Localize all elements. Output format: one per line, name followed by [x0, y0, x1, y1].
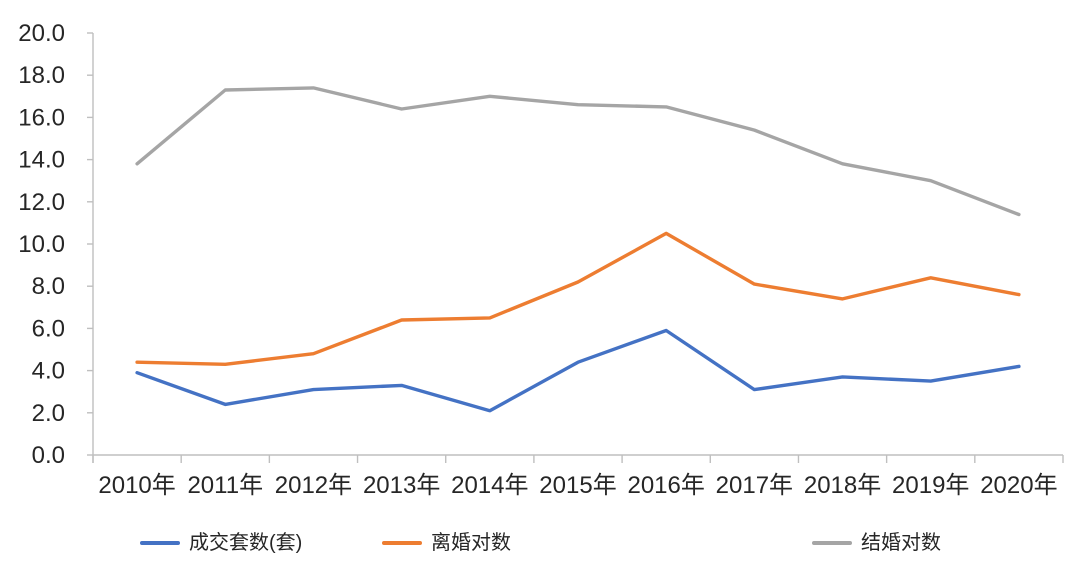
- axes: [87, 32, 1064, 463]
- legend-item-divorces: 离婚对数: [382, 529, 511, 557]
- svg-text:2016年: 2016年: [627, 472, 704, 499]
- svg-text:18.0: 18.0: [18, 62, 65, 89]
- svg-text:2014年: 2014年: [451, 472, 528, 499]
- svg-text:2018年: 2018年: [804, 472, 881, 499]
- svg-text:2019年: 2019年: [892, 472, 969, 499]
- svg-text:16.0: 16.0: [18, 104, 65, 131]
- legend-line-swatch-orange: [382, 541, 422, 545]
- svg-text:0.0: 0.0: [32, 442, 65, 469]
- legend-line-swatch-blue: [140, 541, 180, 545]
- legend-label-deals: 成交套数(套): [189, 532, 303, 554]
- svg-text:2013年: 2013年: [363, 472, 440, 499]
- legend-label-marriages: 结婚对数: [861, 532, 941, 554]
- svg-text:2015年: 2015年: [539, 472, 616, 499]
- series-line-0: [135, 328, 1021, 413]
- series-line-1: [135, 231, 1021, 366]
- svg-text:2012年: 2012年: [275, 472, 352, 499]
- svg-text:10.0: 10.0: [18, 231, 65, 258]
- svg-text:20.0: 20.0: [18, 20, 65, 47]
- svg-text:2.0: 2.0: [32, 400, 65, 427]
- svg-text:12.0: 12.0: [18, 189, 65, 216]
- y-axis-labels: 0.0 2.0 4.0 6.0 8.0 10.0 12.0 14.0 16.0 18.0 20.0: [18, 20, 65, 469]
- svg-text:6.0: 6.0: [32, 315, 65, 342]
- x-axis-labels: 2010年 2011年 2012年 2013年 2014年 2015年 2016年 2017年…: [98, 472, 1057, 499]
- legend-item-marriages: 结婚对数: [812, 529, 941, 557]
- svg-text:2011年: 2011年: [187, 472, 263, 499]
- svg-text:2020年: 2020年: [980, 472, 1057, 499]
- series-line-2: [135, 86, 1021, 217]
- legend-item-deals: 成交套数(套): [140, 529, 302, 557]
- legend-line-swatch-gray: [812, 541, 852, 545]
- svg-text:8.0: 8.0: [32, 273, 65, 300]
- svg-text:2017年: 2017年: [716, 472, 793, 499]
- svg-text:4.0: 4.0: [32, 358, 65, 385]
- legend-label-divorces: 离婚对数: [431, 532, 511, 554]
- svg-text:2010年: 2010年: [98, 472, 175, 499]
- svg-text:14.0: 14.0: [18, 147, 65, 174]
